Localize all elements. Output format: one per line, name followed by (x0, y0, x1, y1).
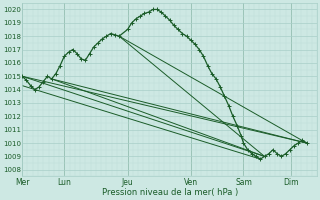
X-axis label: Pression niveau de la mer( hPa ): Pression niveau de la mer( hPa ) (101, 188, 238, 197)
